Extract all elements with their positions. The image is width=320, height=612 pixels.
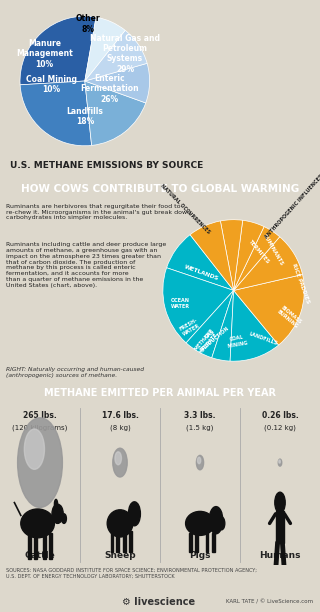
Text: 265 lbs.: 265 lbs. — [23, 411, 57, 420]
Circle shape — [128, 502, 140, 526]
Wedge shape — [234, 226, 280, 291]
Wedge shape — [20, 16, 96, 85]
Text: Cattle: Cattle — [25, 551, 55, 560]
Text: HOW COWS CONTRIBUTE TO GLOBAL WARMING: HOW COWS CONTRIBUTE TO GLOBAL WARMING — [21, 184, 299, 193]
Ellipse shape — [186, 512, 214, 536]
Wedge shape — [85, 63, 149, 103]
Text: ANTHROPOGENIC INFLUENCES: ANTHROPOGENIC INFLUENCES — [264, 174, 320, 240]
Circle shape — [115, 452, 122, 465]
Text: 3.3 lbs.: 3.3 lbs. — [184, 411, 216, 420]
Wedge shape — [163, 267, 234, 343]
Text: NATURAL OCCURRENCES: NATURAL OCCURRENCES — [160, 183, 211, 235]
Bar — [129, 531, 132, 552]
Wedge shape — [85, 31, 147, 81]
Bar — [212, 533, 215, 552]
Text: LANDFILLS: LANDFILLS — [248, 331, 278, 346]
Bar — [206, 533, 208, 552]
Text: 0.26 lbs.: 0.26 lbs. — [262, 411, 298, 420]
Text: RICE PADDIES: RICE PADDIES — [291, 263, 310, 304]
Bar — [43, 533, 46, 559]
Wedge shape — [85, 17, 125, 81]
Circle shape — [218, 517, 225, 530]
Wedge shape — [234, 220, 264, 291]
Text: 17.6 lbs.: 17.6 lbs. — [101, 411, 139, 420]
Text: BIOMASS
BURNING: BIOMASS BURNING — [276, 305, 302, 330]
Bar — [124, 531, 126, 552]
Circle shape — [24, 429, 44, 469]
Text: SOURCES: NASA GODDARD INSTITUTE FOR SPACE SCIENCE; ENVIRONMENTAL PROTECTION AGEN: SOURCES: NASA GODDARD INSTITUTE FOR SPAC… — [6, 568, 257, 578]
Text: Manure
Management
10%: Manure Management 10% — [16, 39, 73, 69]
Text: COAL
MINING: COAL MINING — [226, 334, 249, 349]
Ellipse shape — [21, 509, 54, 538]
Text: (0.12 kg): (0.12 kg) — [264, 424, 296, 431]
Ellipse shape — [54, 499, 58, 509]
Bar — [276, 510, 284, 543]
Text: RIGHT: Naturally occurring and human-caused
(anthropogenic) sources of methane.: RIGHT: Naturally occurring and human-cau… — [6, 367, 144, 378]
Text: Enteric
Fermentation
26%: Enteric Fermentation 26% — [80, 74, 139, 103]
Circle shape — [275, 492, 285, 513]
Wedge shape — [167, 234, 234, 291]
Circle shape — [18, 418, 62, 507]
Circle shape — [209, 507, 223, 534]
Wedge shape — [190, 221, 234, 291]
Wedge shape — [186, 291, 234, 358]
Bar — [28, 533, 31, 559]
Bar — [189, 533, 191, 552]
Text: TERMITES: TERMITES — [247, 239, 270, 264]
Text: (8 kg): (8 kg) — [110, 424, 130, 431]
Text: RUMINANTS: RUMINANTS — [261, 233, 284, 266]
Text: WETLANDS: WETLANDS — [184, 264, 220, 282]
Text: Ruminants are herbivores that regurgitate their food to
re-chew it. Microorganis: Ruminants are herbivores that regurgitat… — [6, 204, 192, 220]
Wedge shape — [220, 220, 243, 291]
Ellipse shape — [61, 514, 67, 523]
Bar — [49, 533, 52, 559]
Bar — [111, 531, 113, 552]
Text: U.S. METHANE EMISSIONS BY SOURCE: U.S. METHANE EMISSIONS BY SOURCE — [10, 160, 203, 170]
Text: Landfills
18%: Landfills 18% — [66, 107, 103, 126]
Ellipse shape — [52, 504, 63, 523]
Wedge shape — [212, 291, 234, 361]
Wedge shape — [234, 274, 304, 345]
Text: (1.5 kg): (1.5 kg) — [186, 424, 214, 431]
Text: (120 kilograms): (120 kilograms) — [12, 424, 68, 431]
Text: Humans: Humans — [259, 551, 301, 560]
Text: Sheep: Sheep — [104, 551, 136, 560]
Circle shape — [196, 455, 204, 470]
Circle shape — [197, 457, 201, 464]
Wedge shape — [234, 237, 302, 291]
Bar — [195, 533, 198, 552]
Text: ⚙ livescience: ⚙ livescience — [122, 597, 195, 607]
Text: METHANE
HYDRATE: METHANE HYDRATE — [194, 327, 220, 356]
Bar — [34, 533, 37, 559]
Circle shape — [278, 459, 282, 466]
Wedge shape — [20, 81, 92, 146]
Bar — [116, 531, 119, 552]
Text: OCEAN
WATER: OCEAN WATER — [171, 298, 190, 308]
Text: GAS
PRODUCTION: GAS PRODUCTION — [195, 321, 230, 353]
Text: Ruminants including cattle and deer produce large
amounts of methane, a greenhou: Ruminants including cattle and deer prod… — [6, 242, 167, 288]
Circle shape — [279, 460, 280, 463]
Wedge shape — [85, 81, 146, 146]
Text: KARL TATE / © LiveScience.com: KARL TATE / © LiveScience.com — [227, 599, 314, 605]
Text: Coal Mining
10%: Coal Mining 10% — [26, 75, 76, 94]
Ellipse shape — [107, 510, 133, 537]
Text: FRESH-
WATER: FRESH- WATER — [178, 318, 201, 337]
Text: Pigs: Pigs — [189, 551, 211, 560]
Text: Natural Gas and
Petroleum
Systems
29%: Natural Gas and Petroleum Systems 29% — [90, 34, 160, 74]
Text: METHANE EMITTED PER ANIMAL PER YEAR: METHANE EMITTED PER ANIMAL PER YEAR — [44, 389, 276, 398]
Circle shape — [113, 448, 127, 477]
Text: Other
8%: Other 8% — [76, 14, 100, 34]
Wedge shape — [230, 291, 279, 361]
